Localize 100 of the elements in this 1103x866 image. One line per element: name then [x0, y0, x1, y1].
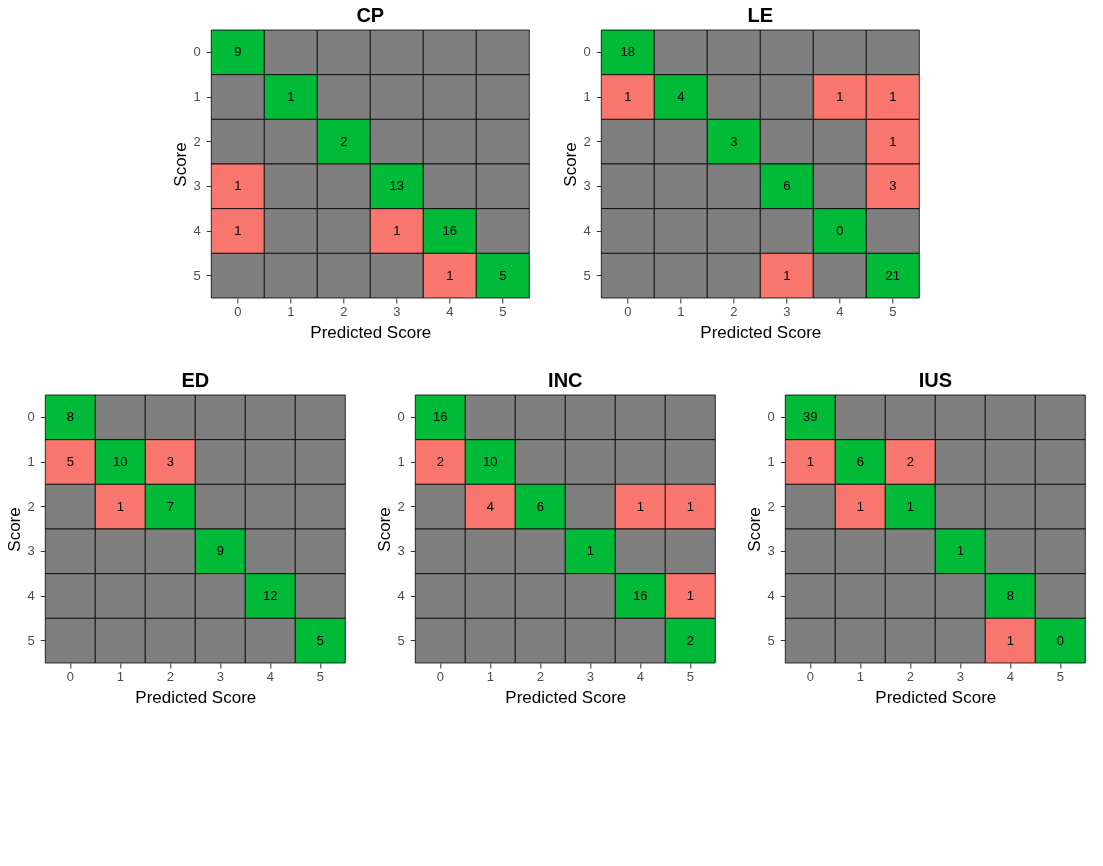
y-tick-label: 5	[767, 632, 775, 648]
data-label: 6	[536, 498, 544, 514]
data-label: 1	[686, 588, 694, 603]
data-label: 1	[836, 89, 844, 104]
x-tick-label: 2	[166, 668, 174, 684]
data-label: 8	[1006, 588, 1014, 603]
data-label: 1	[783, 267, 791, 283]
y-tick-label: 3	[767, 543, 775, 559]
x-tick-label: 0	[624, 303, 632, 319]
x-axis-title: Predicted Score	[505, 687, 627, 707]
data-label: 2	[340, 133, 348, 149]
y-tick-label: 4	[767, 588, 775, 603]
data-label: 1	[806, 454, 814, 469]
y-tick-label: 1	[27, 454, 35, 469]
data-label: 0	[836, 223, 844, 238]
y-tick-label: 5	[193, 267, 201, 283]
data-label: 3	[889, 178, 897, 194]
x-tick-label: 5	[316, 668, 324, 684]
data-label: 12	[263, 588, 278, 603]
x-tick-label: 2	[730, 303, 738, 319]
y-tick-label: 2	[27, 498, 35, 514]
y-tick-label: 2	[193, 133, 201, 149]
data-label: 1	[889, 133, 897, 149]
x-tick-label: 0	[806, 668, 814, 684]
data-label: 7	[166, 498, 174, 514]
y-tick-label: 0	[583, 44, 591, 60]
y-tick-label: 1	[767, 454, 775, 469]
data-label: 4	[486, 498, 494, 514]
data-label: 2	[906, 454, 914, 469]
y-tick-label: 0	[767, 409, 775, 425]
x-tick-label: 5	[686, 668, 694, 684]
y-tick-label: 3	[397, 543, 405, 559]
y-tick-label: 1	[193, 89, 201, 104]
y-tick-label: 3	[193, 178, 201, 194]
y-tick-label: 5	[397, 632, 405, 648]
data-label: 16	[442, 223, 458, 238]
chart-title: IUS	[918, 368, 952, 391]
x-tick-label: 5	[1056, 668, 1064, 684]
chart-title: LE	[747, 3, 774, 26]
y-tick-label: 0	[27, 409, 35, 425]
chart-title: CP	[356, 3, 385, 26]
y-tick-label: 2	[397, 498, 405, 514]
x-axis-title: Predicted Score	[135, 687, 257, 707]
data-label: 1	[906, 498, 914, 514]
x-tick-label: 4	[446, 303, 454, 319]
x-tick-label: 1	[677, 303, 685, 319]
x-tick-label: 2	[906, 668, 914, 684]
data-label: 9	[234, 44, 242, 60]
data-label: 10	[113, 454, 128, 469]
data-label: 1	[636, 498, 644, 514]
x-axis-title: Predicted Score	[700, 322, 822, 342]
data-label: 1	[234, 223, 242, 238]
data-label: 16	[633, 588, 648, 603]
data-label: 3	[730, 133, 738, 149]
x-tick-label: 4	[836, 303, 844, 319]
y-tick-label: 5	[27, 632, 35, 648]
y-tick-label: 3	[27, 543, 35, 559]
y-axis-title: Score	[374, 507, 394, 552]
data-label: 5	[499, 267, 507, 283]
x-tick-label: 3	[783, 303, 791, 319]
data-label: 1	[686, 498, 694, 514]
x-tick-label: 2	[536, 668, 544, 684]
x-tick-label: 5	[499, 303, 507, 319]
chart-title: INC	[548, 368, 583, 391]
data-label: 18	[620, 44, 636, 60]
y-tick-label: 2	[767, 498, 775, 514]
data-label: 2	[686, 632, 694, 648]
data-label: 5	[316, 632, 324, 648]
y-tick-label: 2	[583, 133, 591, 149]
data-label: 10	[483, 454, 498, 469]
y-tick-label: 1	[397, 454, 405, 469]
data-label: 2	[436, 454, 444, 469]
y-tick-label: 0	[193, 44, 201, 60]
data-label: 1	[116, 498, 124, 514]
x-tick-label: 1	[856, 668, 864, 684]
y-axis-title: Score	[744, 507, 764, 552]
y-axis-title: Score	[560, 142, 580, 187]
y-tick-label: 4	[583, 223, 591, 238]
data-label: 0	[1056, 632, 1064, 648]
data-label: 1	[956, 543, 964, 559]
y-tick-label: 4	[397, 588, 405, 603]
x-tick-label: 0	[234, 303, 242, 319]
chart-title: ED	[181, 368, 210, 391]
x-tick-label: 4	[1006, 668, 1014, 684]
data-label: 4	[677, 89, 685, 104]
data-label: 1	[856, 498, 864, 514]
data-label: 1	[446, 267, 454, 283]
y-tick-label: 5	[583, 267, 591, 283]
data-label: 1	[234, 178, 242, 194]
x-tick-label: 4	[266, 668, 274, 684]
data-label: 16	[433, 409, 448, 425]
data-label: 1	[624, 89, 632, 104]
data-label: 39	[803, 409, 818, 425]
x-tick-label: 1	[116, 668, 124, 684]
x-tick-label: 3	[216, 668, 224, 684]
x-tick-label: 4	[636, 668, 644, 684]
x-tick-label: 1	[486, 668, 494, 684]
y-tick-label: 4	[27, 588, 35, 603]
y-axis-title: Score	[4, 507, 24, 552]
x-tick-label: 2	[340, 303, 348, 319]
